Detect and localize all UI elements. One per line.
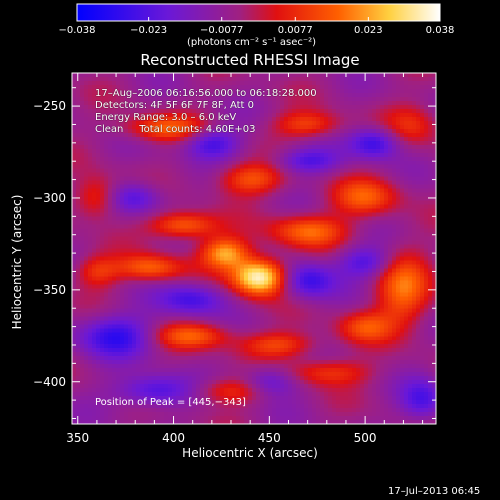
info-detectors: Detectors: 4F 5F 6F 7F 8F, Att 0: [95, 100, 255, 111]
colorbar-ticks: [76, 17, 441, 21]
colorbar-tick-label: 0.038: [425, 25, 455, 36]
heatmap-image: [72, 73, 436, 424]
y-tick-label: −300: [33, 190, 66, 205]
x-tick-label: 350: [66, 431, 90, 445]
x-tick-label: 500: [353, 431, 377, 445]
generation-timestamp: 17–Jul–2013 06:45: [388, 486, 481, 497]
colorbar-tick-label: −0.0077: [200, 25, 244, 36]
info-counts: Clean Total counts: 4.60E+03: [95, 124, 256, 135]
colorbar-tick-label: 0.023: [354, 25, 383, 36]
y-axis-label: Heliocentric Y (arcsec): [10, 194, 24, 330]
colorbar-tick-label: −0.023: [130, 25, 168, 36]
colorbar-tick-label: −0.038: [58, 25, 96, 36]
colorbar-tick-label: 0.0077: [277, 25, 313, 36]
peak-position-label: Position of Peak = [445,−343]: [95, 397, 246, 408]
y-tick-label: −350: [33, 282, 66, 297]
x-tick-label: 400: [162, 431, 185, 445]
y-tick-label: −250: [33, 99, 66, 114]
axis-ticks: [72, 73, 436, 424]
info-time-range: 17–Aug–2006 06:16:56.000 to 06:18:28.000: [95, 88, 317, 99]
colorbar: [76, 3, 441, 22]
y-tick-label: −400: [33, 374, 66, 389]
colorbar-gradient: [76, 3, 441, 22]
plot-border: [71, 72, 437, 425]
x-axis-label: Heliocentric X (arcsec): [182, 446, 318, 460]
chart-title: Reconstructed RHESSI Image: [140, 51, 360, 69]
info-energy-range: Energy Range: 3.0 – 6.0 keV: [95, 112, 237, 123]
colorbar-unit-label: (photons cm⁻² s⁻¹ asec⁻²): [187, 37, 317, 48]
x-tick-label: 450: [257, 431, 281, 445]
